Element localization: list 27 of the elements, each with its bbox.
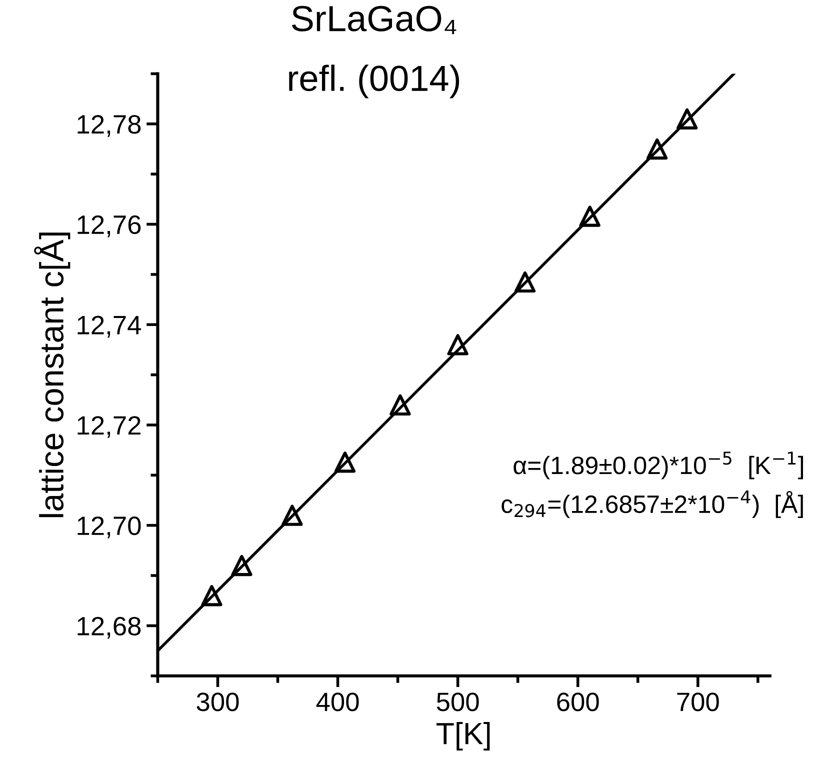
chart-title: SrLaGaO₄	[292, 6, 456, 34]
x-axis-title: T[K]	[436, 722, 490, 751]
point	[676, 108, 698, 130]
annotation: α=(1.89±0.02)*10$^{−5}$ [K$^{−1}$]	[514, 452, 804, 480]
x-tick-label: 500	[436, 692, 479, 712]
point	[334, 452, 356, 473]
chart-subtitle: refl. (0014)	[289, 64, 460, 98]
x-tick-label: 600	[557, 692, 599, 712]
x-tick-label: 300	[196, 692, 239, 712]
y-tick-label: 12,78	[78, 115, 141, 137]
y-tick-label: 12,68	[78, 616, 141, 639]
point	[231, 554, 252, 576]
point	[579, 206, 600, 227]
x-tick-label: 400	[316, 692, 359, 712]
point	[514, 271, 536, 293]
y-tick-label: 12,74	[78, 316, 141, 338]
y-tick-label: 12,70	[78, 516, 141, 538]
x-tick-label: 700	[677, 692, 719, 712]
y-tick-label: 12,72	[78, 416, 140, 438]
point	[447, 334, 468, 356]
point	[282, 504, 303, 526]
annotation: c$_{294}$=(12.6857±2*10$^{−4}$) [Å]	[502, 490, 803, 518]
point	[390, 394, 411, 416]
y-axis-title: lattice constant c[Å]	[34, 232, 70, 518]
y-tick-label: 12,76	[78, 215, 141, 238]
point	[646, 138, 668, 160]
point	[201, 585, 222, 606]
